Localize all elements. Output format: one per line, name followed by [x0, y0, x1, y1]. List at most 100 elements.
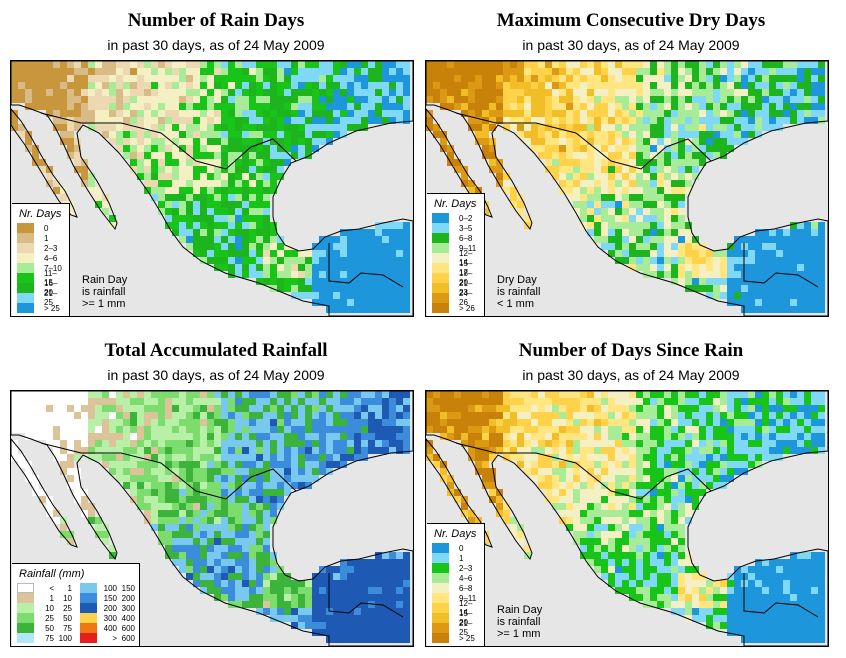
raster-cell — [643, 257, 650, 264]
panel-title: Maximum Consecutive Dry Days — [496, 10, 766, 31]
raster-cell — [242, 187, 249, 194]
raster-cell — [601, 215, 608, 222]
raster-cell — [706, 601, 713, 608]
raster-cell — [116, 75, 123, 82]
raster-cell — [762, 433, 769, 440]
raster-cell — [186, 194, 193, 201]
raster-cell — [375, 96, 382, 103]
raster-cell — [629, 229, 636, 236]
raster-cell — [769, 285, 776, 292]
raster-cell — [186, 496, 193, 503]
raster-cell — [249, 461, 256, 468]
raster-cell — [601, 496, 608, 503]
raster-cell — [158, 103, 165, 110]
raster-cell — [67, 433, 74, 440]
raster-cell — [762, 68, 769, 75]
raster-cell — [482, 405, 489, 412]
raster-cell — [601, 405, 608, 412]
raster-cell — [657, 489, 664, 496]
raster-cell — [706, 110, 713, 117]
raster-cell — [517, 433, 524, 440]
raster-cell — [531, 391, 538, 398]
raster-cell — [608, 180, 615, 187]
raster-cell — [482, 482, 489, 489]
raster-cell — [671, 194, 678, 201]
raster-cell — [305, 89, 312, 96]
raster-cell — [46, 426, 53, 433]
raster-cell — [368, 608, 375, 615]
raster-cell — [580, 391, 587, 398]
raster-cell — [741, 285, 748, 292]
us-mexico-border — [455, 112, 712, 170]
raster-cell — [671, 68, 678, 75]
raster-cell — [340, 124, 347, 131]
legend-range-low: 200 — [103, 603, 117, 613]
raster-cell — [601, 454, 608, 461]
raster-cell — [102, 531, 109, 538]
raster-cell — [165, 194, 172, 201]
raster-cell — [489, 454, 496, 461]
raster-cell — [783, 257, 790, 264]
raster-cell — [727, 391, 734, 398]
raster-cell — [340, 636, 347, 643]
raster-cell — [650, 222, 657, 229]
raster-cell — [706, 615, 713, 622]
raster-cell — [552, 145, 559, 152]
raster-cell — [375, 278, 382, 285]
raster-cell — [713, 292, 720, 299]
raster-cell — [221, 510, 228, 517]
raster-cell — [228, 412, 235, 419]
raster-cell — [242, 89, 249, 96]
raster-cell — [601, 552, 608, 559]
raster-cell — [193, 475, 200, 482]
legend-label: 9–11 — [459, 593, 477, 603]
raster-cell — [186, 89, 193, 96]
raster-cell — [790, 68, 797, 75]
raster-cell — [643, 96, 650, 103]
raster-cell — [657, 201, 664, 208]
raster-cell — [179, 475, 186, 482]
raster-cell — [256, 152, 263, 159]
raster-cell — [340, 250, 347, 257]
raster-cell — [263, 96, 270, 103]
raster-cell — [650, 433, 657, 440]
raster-cell — [496, 75, 503, 82]
raster-cell — [769, 615, 776, 622]
raster-cell — [361, 103, 368, 110]
raster-cell — [804, 559, 811, 566]
raster-cell — [333, 299, 340, 306]
raster-cell — [608, 145, 615, 152]
raster-cell — [720, 271, 727, 278]
raster-cell — [214, 496, 221, 503]
raster-cell — [74, 152, 81, 159]
raster-cell — [284, 257, 291, 264]
raster-cell — [354, 89, 361, 96]
raster-cell — [475, 461, 482, 468]
raster-cell — [88, 110, 95, 117]
raster-cell — [566, 433, 573, 440]
raster-cell — [510, 391, 517, 398]
raster-cell — [594, 152, 601, 159]
raster-cell — [468, 405, 475, 412]
raster-cell — [510, 398, 517, 405]
raster-cell — [713, 482, 720, 489]
raster-cell — [692, 159, 699, 166]
raster-cell — [270, 117, 277, 124]
raster-cell — [720, 398, 727, 405]
raster-cell — [755, 405, 762, 412]
raster-cell — [538, 454, 545, 461]
raster-cell — [200, 566, 207, 573]
raster-cell — [608, 531, 615, 538]
raster-cell — [333, 257, 340, 264]
raster-cell — [650, 524, 657, 531]
raster-cell — [629, 412, 636, 419]
raster-cell — [207, 426, 214, 433]
raster-cell — [291, 454, 298, 461]
raster-cell — [615, 229, 622, 236]
raster-cell — [468, 110, 475, 117]
raster-cell — [685, 236, 692, 243]
raster-cell — [263, 447, 270, 454]
raster-cell — [200, 68, 207, 75]
raster-cell — [783, 61, 790, 68]
raster-cell — [622, 440, 629, 447]
